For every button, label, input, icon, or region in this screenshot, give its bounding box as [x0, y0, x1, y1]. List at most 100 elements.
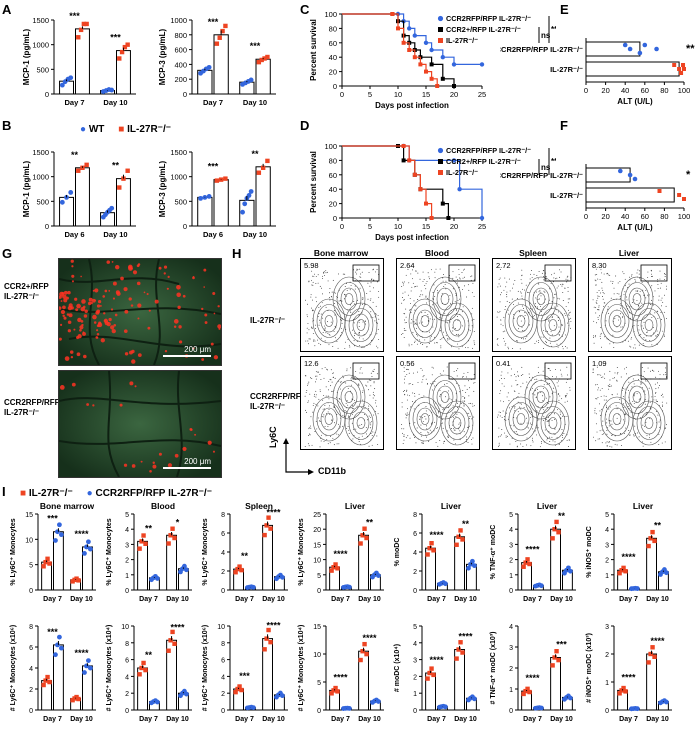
event-dot: [353, 301, 355, 302]
event-dot: [415, 442, 417, 444]
event-dot: [598, 296, 600, 297]
y-tick-label: 1: [125, 573, 129, 580]
event-dot: [500, 292, 502, 294]
event-dot: [567, 322, 569, 324]
event-dot: [368, 408, 370, 410]
event-dot: [638, 335, 640, 337]
event-dot: [357, 299, 359, 301]
event-dot: [623, 419, 624, 421]
rfp-cell: [173, 325, 177, 328]
event-dot: [595, 301, 597, 303]
event-dot: [630, 338, 632, 340]
x-tick-label: Day 7: [139, 596, 158, 603]
event-dot: [440, 330, 441, 332]
event-dot: [459, 278, 461, 280]
flow-plot-graphic: [305, 264, 380, 350]
x-tick-label: 40: [621, 212, 629, 221]
event-dot: [651, 285, 653, 287]
event-dot: [434, 318, 436, 320]
event-dot: [330, 321, 332, 323]
event-dot: [414, 309, 416, 311]
event-dot: [363, 346, 365, 348]
legend-label: IL-27R⁻/⁻: [446, 168, 478, 177]
rfp-cell: [67, 329, 72, 333]
event-dot: [312, 284, 314, 286]
event-dot: [558, 334, 560, 336]
event-dot: [439, 317, 441, 319]
event-dot: [346, 428, 348, 429]
flow-plot-graphic: [496, 264, 572, 350]
event-dot: [333, 372, 334, 374]
event-dot: [626, 299, 628, 301]
event-dot: [464, 285, 465, 287]
event-dot: [602, 376, 604, 378]
event-dot: [657, 288, 659, 290]
event-dot: [328, 381, 330, 383]
event-dot: [328, 334, 330, 335]
event-dot: [373, 368, 375, 370]
event-dot: [359, 268, 361, 270]
event-dot: [538, 298, 540, 300]
event-dot: [521, 366, 523, 368]
event-dot: [433, 284, 435, 286]
event-dot: [602, 298, 604, 300]
event-dot: [367, 381, 369, 383]
event-dot: [629, 434, 631, 436]
event-dot: [471, 313, 473, 315]
event-dot: [362, 390, 364, 392]
y-tick-label: 2: [605, 558, 609, 565]
data-point: [525, 686, 530, 692]
rfp-cell: [63, 290, 68, 295]
event-dot: [566, 347, 568, 349]
event-dot: [653, 370, 655, 372]
event-dot: [456, 413, 458, 415]
event-dot: [446, 416, 448, 418]
data-point: [198, 195, 203, 201]
category-label: IL-27R⁻/⁻: [550, 191, 583, 200]
y-tick-label: 4: [509, 527, 513, 534]
flow-plot-graphic: [592, 264, 668, 349]
x-tick-label: Day 10: [358, 716, 381, 723]
event-dot: [372, 397, 374, 399]
event-dot: [317, 405, 319, 407]
data-point: [456, 647, 461, 652]
event-dot: [661, 305, 662, 307]
panel-label-f: F: [560, 118, 568, 133]
event-dot: [348, 429, 350, 431]
event-dot: [442, 277, 444, 279]
event-dot: [408, 343, 410, 345]
panel-label-d: D: [300, 118, 310, 133]
event-dot: [542, 409, 544, 411]
significance: **: [686, 43, 695, 55]
event-dot: [553, 306, 555, 308]
event-dot: [641, 302, 643, 304]
legend-marker: [438, 38, 443, 43]
flow-row2-label: CCR2RFP/RFP IL-27R⁻/⁻: [250, 392, 306, 412]
event-dot: [649, 294, 650, 296]
rfp-cell: [82, 331, 85, 334]
y-tick-label: 5: [29, 563, 33, 570]
event-dot: [327, 332, 329, 334]
data-point: [109, 87, 115, 93]
event-dot: [429, 318, 431, 320]
event-dot: [314, 340, 316, 342]
event-dot: [506, 281, 508, 283]
event-dot: [432, 304, 434, 306]
event-dot: [367, 298, 369, 300]
event-dot: [621, 445, 623, 447]
event-dot: [557, 305, 559, 307]
y-tick-label: 800: [174, 31, 187, 40]
event-dot: [657, 283, 659, 285]
event-dot: [600, 414, 601, 416]
data-point: [550, 663, 555, 668]
event-dot: [557, 297, 559, 299]
event-dot: [372, 269, 374, 271]
significance: *: [176, 517, 180, 527]
significance: ****: [525, 545, 540, 555]
event-dot: [602, 420, 604, 422]
event-dot: [345, 410, 347, 412]
event-dot: [538, 419, 540, 421]
event-dot: [431, 366, 433, 368]
event-dot: [371, 435, 373, 436]
event-dot: [401, 428, 403, 430]
